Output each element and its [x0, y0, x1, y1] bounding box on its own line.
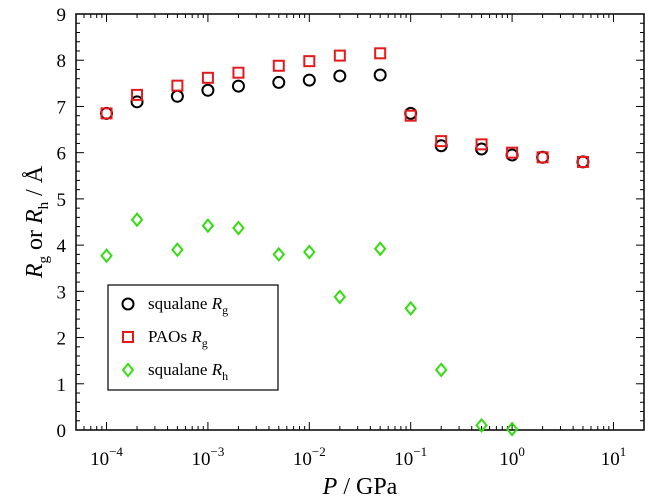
- data-point-circle: [130, 95, 144, 109]
- data-point-circle: [201, 83, 215, 97]
- data-point-circle: [302, 73, 316, 87]
- legend-symbol: R: [211, 360, 223, 379]
- legend-label: squalane Rg: [148, 294, 228, 317]
- y-tick-label: 3: [57, 282, 67, 303]
- x-tick-exponent: −3: [210, 444, 224, 459]
- data-point-square: [131, 88, 144, 101]
- data-point-circle: [373, 68, 387, 82]
- data-point-square: [171, 79, 184, 92]
- x-tick-exponent: −1: [413, 444, 427, 459]
- x-tick-label: 10−4: [90, 444, 123, 470]
- data-point-diamond: [201, 218, 215, 234]
- data-point-square: [475, 138, 488, 151]
- legend-subscript: h: [222, 369, 228, 383]
- data-point-square: [333, 49, 346, 62]
- legend-subscript: g: [222, 303, 228, 317]
- y-tick-label: 2: [57, 329, 67, 350]
- axis-ticks: [75, 13, 645, 431]
- y-tick-label: 5: [57, 190, 67, 211]
- legend-marker-square: [122, 331, 134, 343]
- data-point-circle: [505, 148, 519, 162]
- x-tick-labels: 10−4 10−3 10−2 10−1 100 101: [90, 444, 626, 470]
- data-point-square: [232, 66, 245, 79]
- x-tick-label: 10−3: [191, 444, 224, 470]
- y-tick-label: 8: [57, 51, 67, 72]
- data-point-diamond: [100, 248, 113, 264]
- data-point-circle: [100, 106, 114, 120]
- x-tick-base: 10: [191, 449, 210, 470]
- legend-label: squalane Rh: [148, 360, 228, 383]
- data-point-diamond: [232, 220, 245, 236]
- y-tick-label: 0: [57, 421, 67, 442]
- legend-series-name: PAOs: [148, 327, 191, 346]
- y-axis-label: Rg or Rh / Å: [22, 165, 52, 279]
- data-point-square: [100, 107, 113, 120]
- data-point-circle: [333, 69, 347, 83]
- legend-marker-circle: [121, 297, 135, 311]
- data-point-circle: [272, 75, 286, 89]
- x-tick-label: 100: [499, 444, 525, 470]
- data-point-diamond: [333, 289, 347, 305]
- x-tick-base: 10: [90, 449, 109, 470]
- data-point-circle: [231, 79, 245, 93]
- x-axis-label: P / GPa: [322, 474, 398, 500]
- data-point-square: [374, 47, 387, 60]
- data-point-square: [576, 155, 589, 168]
- data-point-diamond: [505, 421, 519, 437]
- x-tick-label: 10−1: [394, 444, 427, 470]
- legend-label: PAOs Rg: [148, 327, 208, 350]
- data-point-diamond: [171, 242, 184, 258]
- data-point-square: [303, 55, 316, 68]
- data-point-diamond: [434, 362, 448, 378]
- x-tick-label: 101: [601, 444, 627, 470]
- x-tick-base: 10: [499, 449, 518, 470]
- data-point-diamond: [130, 212, 144, 228]
- data-point-square: [201, 71, 214, 84]
- y-tick-label: 4: [57, 236, 67, 257]
- x-tick-exponent: −4: [109, 444, 123, 459]
- data-point-diamond: [373, 241, 387, 257]
- x-tick-label: 10−2: [293, 444, 326, 470]
- data-marks: [100, 47, 590, 437]
- y-tick-labels: 0 1 2 3 4 5 6 7 8 9: [57, 5, 67, 442]
- legend-symbol: R: [211, 294, 223, 313]
- data-point-diamond: [272, 246, 286, 262]
- legend-series-name: squalane: [148, 360, 212, 379]
- y-tick-label: 6: [57, 144, 67, 165]
- x-tick-base: 10: [293, 449, 312, 470]
- y-tick-label: 9: [57, 5, 67, 26]
- data-point-square: [404, 109, 417, 122]
- x-tick-exponent: −2: [312, 444, 326, 459]
- data-point-diamond: [475, 417, 488, 433]
- y-tick-label: 1: [57, 375, 67, 396]
- data-point-circle: [576, 155, 590, 169]
- data-point-square: [435, 135, 448, 148]
- data-point-circle: [170, 89, 184, 103]
- legend-marker-diamond: [121, 362, 135, 378]
- x-tick-base: 10: [394, 449, 413, 470]
- x-tick-base: 10: [601, 449, 620, 470]
- data-point-circle: [404, 106, 418, 120]
- data-point-square: [536, 151, 549, 164]
- legend-subscript: g: [202, 336, 208, 350]
- data-point-diamond: [303, 244, 316, 260]
- x-tick-exponent: 0: [518, 444, 525, 459]
- data-point-square: [506, 146, 519, 159]
- x-tick-exponent: 1: [620, 444, 627, 459]
- plot-frame: [75, 13, 645, 431]
- data-point-circle: [536, 150, 550, 164]
- legend-box: [107, 284, 279, 391]
- y-tick-label: 7: [57, 97, 67, 118]
- legend-symbol: R: [190, 327, 202, 346]
- legend-series-name: squalane: [148, 294, 212, 313]
- data-point-square: [272, 59, 285, 72]
- data-point-diamond: [404, 300, 417, 316]
